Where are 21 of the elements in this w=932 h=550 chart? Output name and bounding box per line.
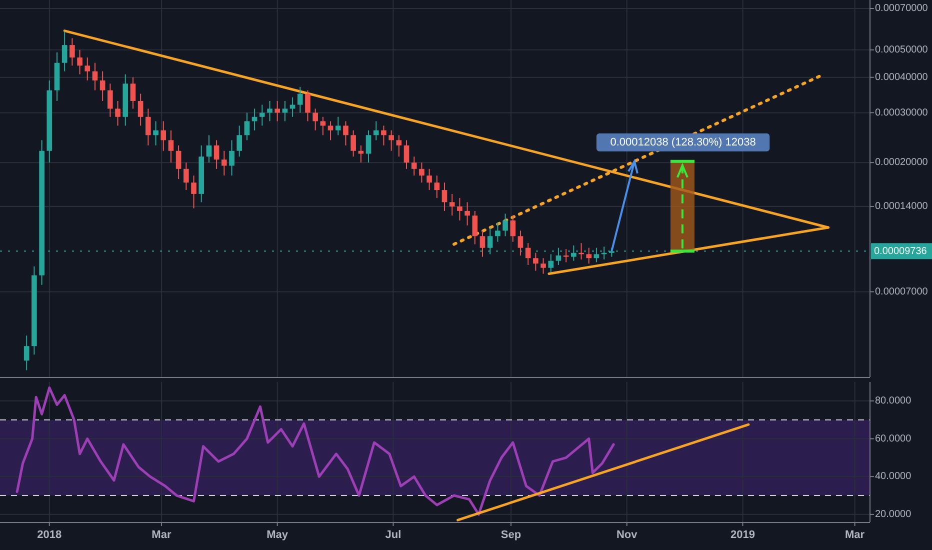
x-tick-label: Mar	[845, 529, 866, 541]
y-tick-label: 0.00040000	[875, 72, 928, 83]
y-tick-label: 0.00030000	[875, 107, 928, 118]
x-tick-label: Mar	[152, 529, 172, 541]
x-tick-label: Sep	[500, 529, 522, 541]
y-tick-label: 60.0000	[875, 433, 912, 444]
y-tick-label: 0.00050000	[875, 44, 928, 56]
ref-line-label: 0.00009736	[874, 246, 928, 257]
y-tick-label: 0.00014000	[875, 201, 928, 212]
x-tick-label: 2018	[37, 529, 62, 541]
y-tick-label: 80.0000	[875, 396, 912, 407]
x-tick-label: 2019	[730, 529, 755, 541]
x-tick-label: May	[266, 529, 289, 541]
y-tick-label: 0.00070000	[875, 3, 928, 14]
x-tick-label: Jul	[385, 529, 402, 541]
annotation: 0.00012038 (128.30%) 12038	[610, 136, 756, 148]
x-tick-label: Nov	[616, 529, 638, 541]
y-tick-label: 0.00007000	[875, 286, 928, 298]
y-tick-label: 20.0000	[875, 509, 912, 520]
y-tick-label: 40.0000	[875, 471, 912, 482]
y-tick-label: 0.00020000	[875, 157, 928, 168]
